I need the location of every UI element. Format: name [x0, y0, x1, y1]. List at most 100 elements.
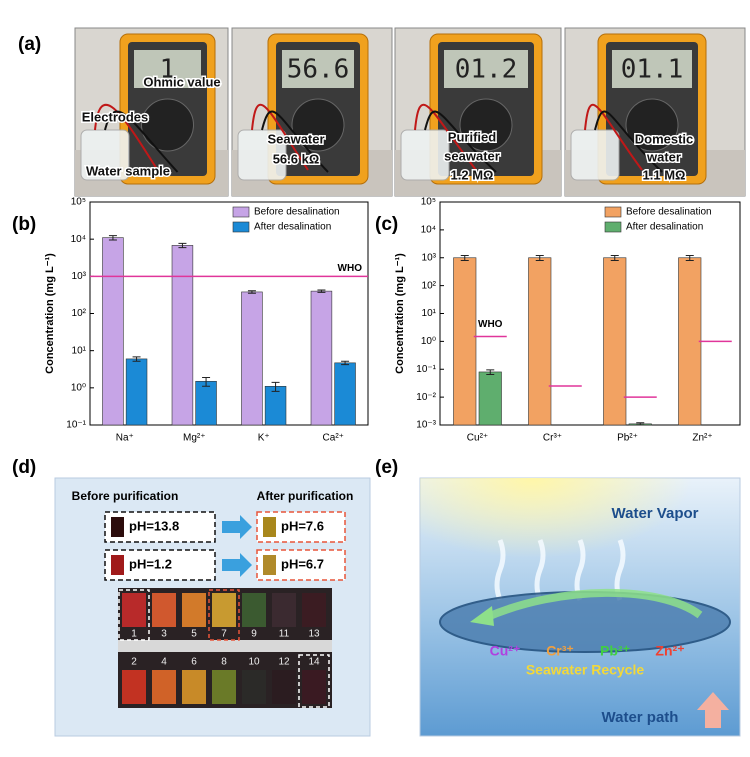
error-bar — [247, 290, 256, 294]
ph-value: pH=13.8 — [129, 518, 179, 533]
legend-label: After desalination — [626, 222, 703, 233]
y-tick-label: 10⁴ — [421, 225, 436, 236]
legend-swatch — [604, 206, 622, 218]
lead-wire — [414, 103, 477, 171]
ph-value: pH=6.7 — [281, 556, 324, 571]
meter-display — [612, 50, 692, 88]
photo-label: 1.1 MΩ — [643, 167, 686, 182]
highlight-box — [208, 589, 240, 641]
y-tick-label: 10³ — [72, 271, 87, 282]
ph-chip — [182, 670, 206, 704]
error-bar — [535, 255, 544, 261]
error-bar — [202, 376, 211, 387]
ph-chip — [152, 593, 176, 627]
meter-dial — [291, 98, 345, 152]
y-tick-label: 10⁰ — [71, 382, 86, 393]
lead-wire — [594, 110, 663, 173]
bar — [195, 380, 217, 426]
sample-swatch — [263, 555, 276, 575]
ph-strip-band — [118, 640, 332, 652]
x-tick-label: K⁺ — [258, 433, 270, 444]
bar — [264, 385, 287, 426]
y-tick-label: 10⁴ — [71, 234, 86, 245]
bar — [125, 358, 148, 426]
ph-chip-label: 10 — [248, 657, 260, 668]
legend-label: After desalination — [254, 222, 331, 233]
arrow — [222, 515, 252, 539]
error-bar — [108, 235, 117, 241]
photo-label: 56.6 kΩ — [273, 151, 320, 166]
arrow — [222, 553, 252, 577]
error-bar — [317, 289, 326, 293]
y-tick-label: 10⁻¹ — [66, 420, 86, 431]
legend-label: Before desalination — [254, 207, 340, 218]
ph-chip — [212, 670, 236, 704]
legend-swatch — [232, 221, 250, 233]
x-tick-label: Zn²⁺ — [692, 433, 712, 444]
y-tick-label: 10⁻³ — [416, 420, 436, 431]
error-bar — [132, 356, 141, 362]
ph-chip-label: 9 — [251, 629, 257, 640]
meter-display — [282, 50, 354, 88]
y-tick-label: 10⁵ — [421, 197, 436, 208]
meter-display — [444, 50, 528, 88]
lead-wire — [261, 110, 329, 173]
panel-label: (e) — [375, 457, 398, 478]
panel-label: (c) — [375, 214, 398, 235]
beaker — [400, 129, 450, 181]
lead-wire — [251, 103, 309, 171]
x-tick-label: Na⁺ — [116, 433, 134, 444]
ph-chip-label: 11 — [279, 629, 290, 640]
error-bar — [685, 255, 694, 261]
highlight-box — [118, 589, 150, 641]
ph-chip-label: 14 — [308, 657, 320, 668]
y-tick-label: 10⁻¹ — [416, 364, 436, 375]
panel-label: (a) — [18, 34, 41, 55]
bar — [528, 257, 552, 426]
ph-chip-label: 6 — [191, 657, 197, 668]
ion-label: Cu²⁺ — [490, 643, 521, 659]
y-axis-label: Concentration (mg L⁻¹) — [44, 253, 56, 374]
ph-chip — [272, 593, 296, 627]
error-bar — [610, 255, 619, 261]
label: Seawater Recycle — [526, 662, 645, 678]
heading: Before purification — [72, 489, 179, 503]
meter-display — [134, 50, 201, 88]
photo-label: Electrodes — [82, 109, 148, 124]
ion-label: Pb²⁺ — [600, 643, 630, 659]
reference-label: WHO — [338, 263, 363, 274]
meter-reading: 56.6 — [287, 55, 350, 85]
ph-chip-label: 7 — [221, 629, 227, 640]
y-tick-label: 10¹ — [422, 308, 437, 319]
recycle-arrowhead — [470, 606, 494, 626]
sample-swatch — [263, 517, 276, 537]
meter-dial — [625, 98, 679, 152]
meter-reading: 01.1 — [621, 55, 684, 85]
ph-chip-label: 4 — [161, 657, 167, 668]
label: Water path — [602, 709, 679, 726]
ph-value: pH=7.6 — [281, 518, 324, 533]
meter-dial — [141, 98, 194, 152]
ph-chip — [272, 670, 296, 704]
heading: After purification — [257, 489, 354, 503]
y-tick-label: 10¹ — [72, 345, 87, 356]
error-bar — [178, 242, 187, 249]
error-bar — [460, 255, 469, 261]
photo-label: 1.2 MΩ — [451, 167, 494, 182]
lead-wire — [584, 103, 643, 171]
panel-label: (d) — [12, 457, 36, 478]
bar — [310, 290, 333, 426]
y-axis-label: Concentration (mg L⁻¹) — [394, 253, 406, 374]
beaker — [570, 129, 620, 181]
x-tick-label: Mg²⁺ — [183, 433, 206, 444]
ph-chip — [242, 670, 266, 704]
error-bar — [486, 369, 495, 375]
error-bar — [341, 360, 350, 366]
legend-swatch — [604, 221, 622, 233]
x-tick-label: Pb²⁺ — [617, 433, 638, 444]
error-bar — [636, 422, 645, 426]
vapor-arrow — [494, 539, 506, 601]
y-tick-label: 10² — [422, 280, 437, 291]
ph-chip — [302, 670, 326, 704]
vapor-arrow — [534, 539, 546, 601]
